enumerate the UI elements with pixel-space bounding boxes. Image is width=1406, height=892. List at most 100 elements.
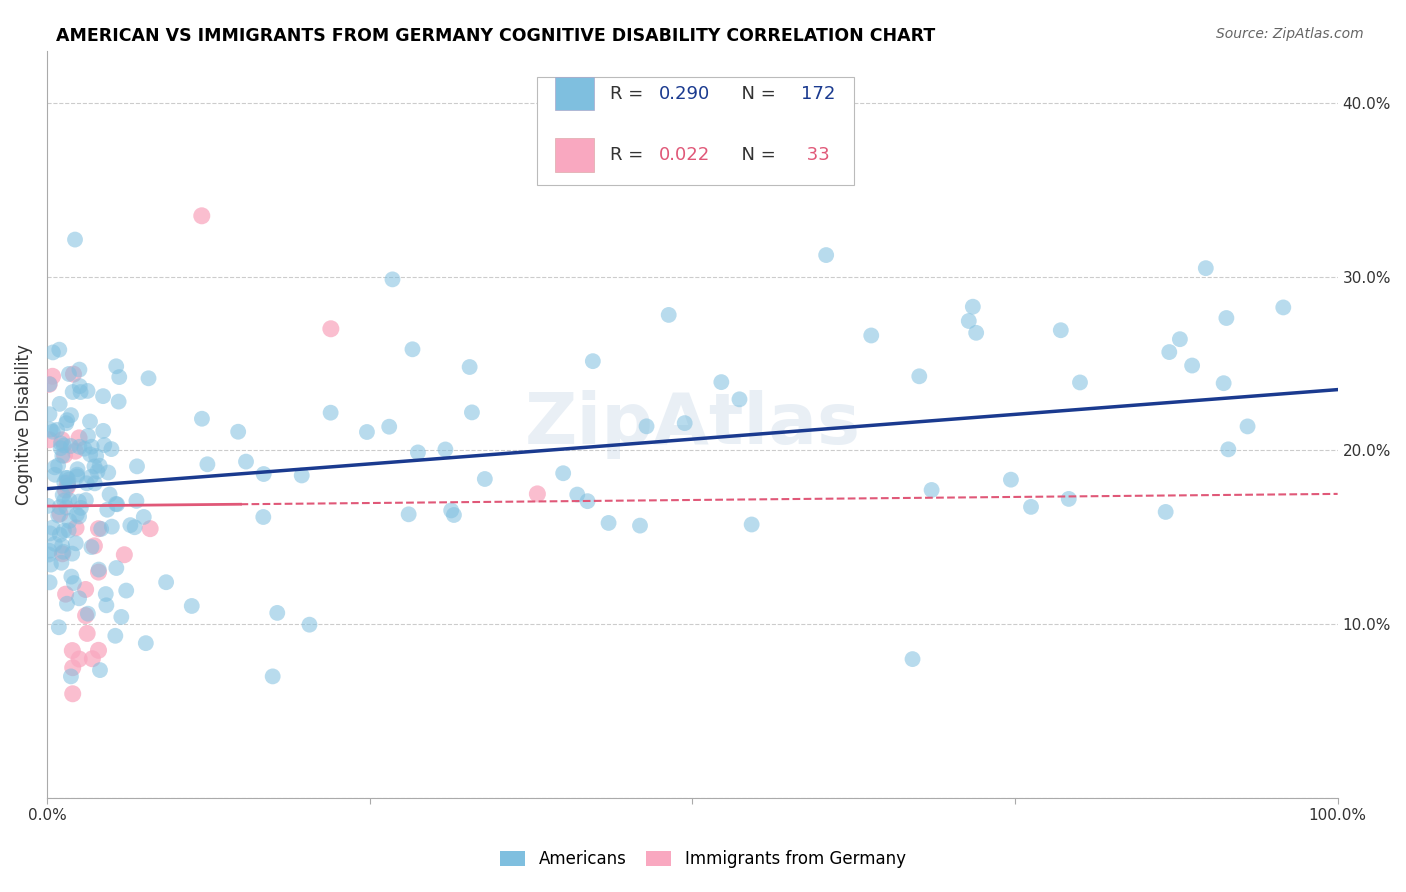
Point [461, 405, 484, 419]
Point [52, 488, 75, 502]
Point [65, 521, 87, 535]
Point [83, 459, 105, 474]
Point [138, 371, 160, 385]
Point [37, 499, 59, 513]
Point [741, 517, 763, 532]
Point [76, 626, 98, 640]
Text: 0.290: 0.290 [658, 85, 710, 103]
Point [58, 367, 80, 381]
Point [901, 652, 924, 666]
Point [87, 522, 110, 536]
Point [636, 419, 658, 434]
Point [56, 475, 79, 490]
Point [197, 458, 219, 472]
Point [65, 536, 87, 550]
Point [67, 494, 90, 508]
Point [60, 547, 83, 561]
Point [41, 425, 63, 439]
Point [125, 459, 148, 474]
Point [48, 397, 70, 411]
Point [98, 487, 121, 501]
Text: N =: N = [730, 85, 782, 103]
Point [87, 643, 110, 657]
Point [63, 233, 86, 247]
Point [52, 545, 75, 559]
Point [1218, 442, 1240, 457]
Point [84, 449, 107, 463]
Point [62, 367, 84, 381]
Point [381, 272, 404, 286]
Point [46, 508, 69, 523]
Point [38, 548, 60, 562]
Text: 33: 33 [800, 146, 830, 164]
Point [1168, 332, 1191, 346]
Point [39, 423, 62, 437]
Point [658, 308, 681, 322]
Point [73, 442, 96, 456]
Point [1159, 345, 1181, 359]
Text: ZipAtlas: ZipAtlas [524, 390, 860, 458]
Point [356, 425, 378, 439]
Point [100, 442, 122, 456]
Point [94, 587, 117, 601]
Point [75, 608, 97, 623]
Point [86, 465, 108, 479]
Point [1195, 261, 1218, 276]
Point [53, 475, 76, 490]
Point [53, 448, 76, 462]
Point [673, 416, 696, 430]
Point [97, 466, 120, 480]
Text: R =: R = [610, 85, 648, 103]
Point [110, 610, 132, 624]
Point [77, 607, 100, 621]
Point [124, 520, 146, 534]
Point [51, 547, 73, 561]
FancyBboxPatch shape [537, 77, 853, 186]
Point [46, 458, 69, 473]
Point [266, 606, 288, 620]
Point [66, 469, 89, 483]
Point [262, 669, 284, 683]
Point [67, 591, 90, 606]
Point [80, 540, 103, 554]
Point [89, 663, 111, 677]
Text: 0.022: 0.022 [658, 146, 710, 164]
Point [38, 575, 60, 590]
Point [59, 439, 82, 453]
Point [51, 556, 73, 570]
Text: Source: ZipAtlas.com: Source: ZipAtlas.com [1216, 27, 1364, 41]
Point [91, 424, 114, 438]
Point [67, 440, 90, 454]
Point [96, 502, 118, 516]
Point [180, 599, 202, 613]
Legend: Americans, Immigrants from Germany: Americans, Immigrants from Germany [494, 844, 912, 875]
Point [1272, 301, 1295, 315]
Point [91, 389, 114, 403]
Point [63, 576, 86, 591]
Point [115, 583, 138, 598]
FancyBboxPatch shape [555, 138, 595, 172]
Point [39, 558, 62, 572]
Point [957, 314, 980, 328]
Point [112, 548, 135, 562]
Text: 172: 172 [800, 85, 835, 103]
Point [56, 480, 79, 494]
Point [38, 543, 60, 558]
Point [56, 413, 79, 427]
Point [962, 300, 984, 314]
Point [553, 467, 575, 481]
Point [93, 438, 115, 452]
Point [378, 419, 401, 434]
Point [58, 514, 80, 528]
Point [62, 661, 84, 675]
Point [406, 445, 429, 459]
Point [58, 473, 80, 487]
Point [75, 493, 97, 508]
Point [319, 322, 342, 336]
Point [253, 467, 276, 481]
Point [55, 587, 77, 601]
Point [65, 444, 87, 458]
Point [965, 326, 987, 340]
Point [41, 521, 63, 535]
Point [48, 500, 70, 514]
